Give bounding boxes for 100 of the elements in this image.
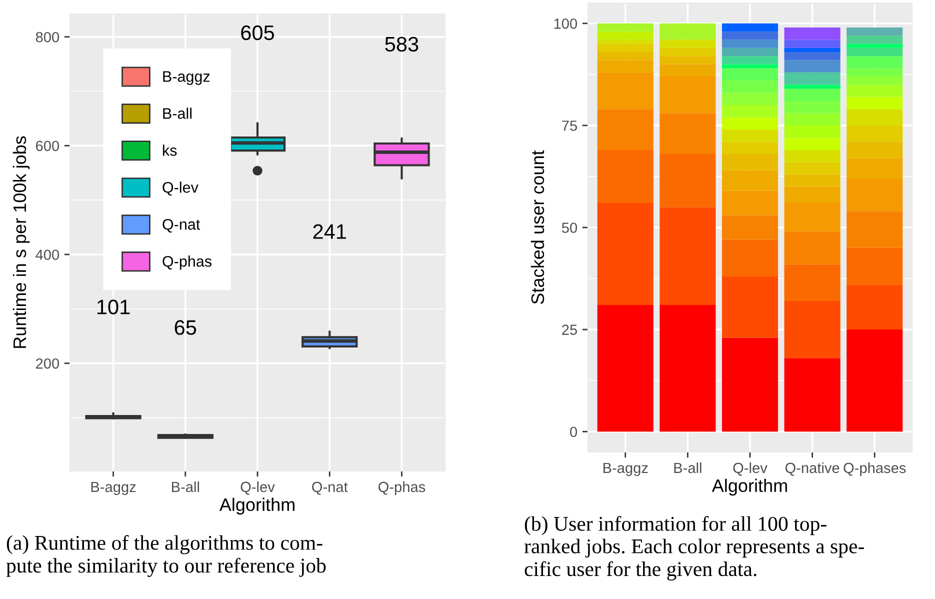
legend-label: Q-phas xyxy=(162,256,212,270)
bar xyxy=(722,68,778,81)
x-axis-title: Algorithm xyxy=(712,478,787,496)
legend-label: Q-lev xyxy=(162,182,198,196)
bar xyxy=(784,358,840,432)
x-tick-label: Q-lev xyxy=(240,481,275,495)
bar xyxy=(784,150,840,162)
bar xyxy=(784,60,840,72)
bar xyxy=(660,48,716,56)
bar xyxy=(660,113,716,154)
bar xyxy=(722,215,778,240)
y-tick-label: 0 xyxy=(570,426,578,438)
bar xyxy=(846,48,903,56)
bar xyxy=(846,36,903,44)
bar xyxy=(722,117,778,130)
legend-label: B-all xyxy=(163,108,192,119)
bar xyxy=(784,232,840,264)
bar xyxy=(846,158,903,179)
bar xyxy=(597,109,654,150)
text: (b) User information for all 100 top- ranked jobs. Each color represents a spe- cific user for the given data. xyxy=(524,516,864,580)
legend-label: Q-nat xyxy=(162,218,200,233)
x-tick-label: Q-phas xyxy=(378,481,426,496)
bar xyxy=(722,56,778,64)
y-axis-title: Stacked user count xyxy=(530,150,544,304)
bar xyxy=(784,174,840,187)
text: (a) Runtime of the algorithms to com- pute the similarity to our reference job xyxy=(6,535,326,577)
y-tick-label: 25 xyxy=(562,324,577,335)
x-tick-label: B-aggz xyxy=(91,482,136,496)
bar xyxy=(660,56,716,64)
bar xyxy=(846,96,903,110)
bar xyxy=(597,60,654,72)
x-tick-label: Q-lev xyxy=(733,462,768,476)
bar xyxy=(597,44,654,52)
bar xyxy=(784,27,840,40)
bar xyxy=(846,178,903,212)
bar xyxy=(846,68,903,76)
bar xyxy=(784,100,840,114)
bar xyxy=(597,150,654,204)
annotation: 65 xyxy=(174,320,196,335)
annotation: 101 xyxy=(97,300,130,314)
y-axis-title: Runtime in s per 100k jobs xyxy=(12,136,30,348)
bar xyxy=(784,113,840,126)
bar xyxy=(784,264,840,301)
bar xyxy=(784,88,840,101)
bar xyxy=(722,40,778,48)
bar xyxy=(597,40,654,44)
bar xyxy=(722,190,778,216)
x-tick-label: B-aggz xyxy=(603,462,648,476)
bar xyxy=(722,80,778,93)
x-tick-label: B-all xyxy=(172,481,199,492)
y-tick-label: 75 xyxy=(562,120,577,131)
bar xyxy=(846,284,903,330)
bar xyxy=(784,203,840,232)
y-tick-label: 200 xyxy=(36,358,60,369)
x-axis-title: Algorithm xyxy=(219,498,294,515)
bar xyxy=(722,240,778,276)
x-tick-label: Q-native xyxy=(785,462,840,476)
y-tick-label: 400 xyxy=(36,250,60,260)
bar xyxy=(784,300,840,358)
bar xyxy=(846,248,903,285)
bar xyxy=(784,72,840,85)
bar xyxy=(722,64,778,68)
bar xyxy=(660,207,716,306)
annotation: 583 xyxy=(385,36,418,52)
bar xyxy=(784,186,840,204)
x-tick-label: B-all xyxy=(674,462,702,474)
bar xyxy=(660,154,716,208)
bar xyxy=(722,142,778,154)
bar xyxy=(846,109,903,126)
bar xyxy=(846,84,903,97)
y-tick-label: 50 xyxy=(562,222,578,233)
x-tick-label: Q-phases xyxy=(844,462,906,476)
bar xyxy=(597,72,654,110)
legend-label: ks xyxy=(162,144,177,156)
bar xyxy=(722,92,778,106)
bar xyxy=(784,84,840,89)
y-tick-label: 600 xyxy=(36,140,60,152)
bar xyxy=(660,305,716,432)
annotation: 605 xyxy=(241,25,274,40)
bar xyxy=(846,330,903,432)
bar xyxy=(722,338,778,432)
bar xyxy=(722,48,778,56)
legend-label: B-aggz xyxy=(163,71,210,85)
bar xyxy=(846,27,903,36)
bar xyxy=(846,125,903,142)
bar xyxy=(846,142,903,158)
bar xyxy=(846,76,903,85)
y-tick-label: 100 xyxy=(554,18,578,29)
bar xyxy=(597,32,654,40)
bar xyxy=(597,52,654,60)
bar xyxy=(597,305,654,432)
bar xyxy=(846,56,903,68)
y-tick-label: 800 xyxy=(36,32,60,42)
x-tick-label: Q-nat xyxy=(312,482,348,495)
bar xyxy=(784,40,840,48)
bar xyxy=(722,276,778,338)
bar xyxy=(722,154,778,170)
bar xyxy=(722,105,778,118)
bar xyxy=(597,23,654,32)
bar xyxy=(660,23,716,40)
